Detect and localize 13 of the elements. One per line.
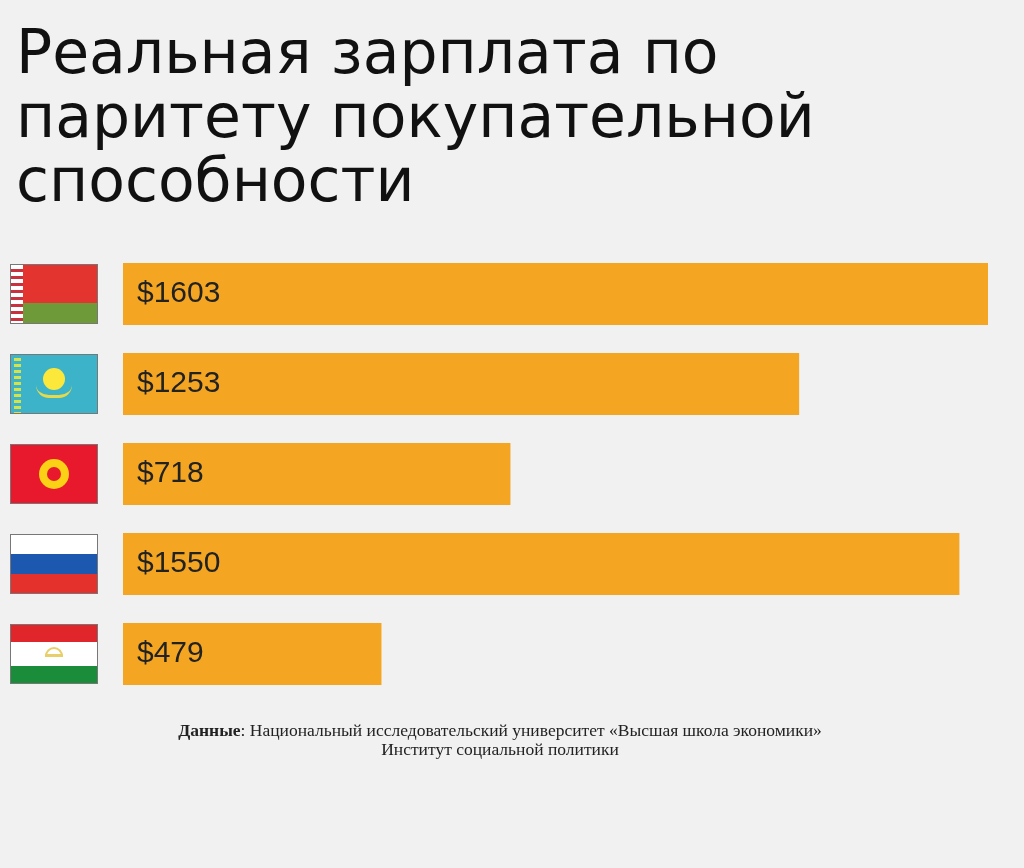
data-label: $1603: [137, 275, 221, 309]
data-label: $718: [137, 455, 204, 489]
data-label: $479: [137, 635, 204, 669]
chart-title: Реальная зарплата по паритету покупательной способности: [16, 17, 816, 215]
text: Данные: Национальный исследовательский университет «Высшая школа экономики»: [177, 720, 823, 740]
bar: [123, 532, 960, 596]
data-label: $1253: [137, 365, 221, 399]
text: Институт социальной политики: [381, 739, 620, 759]
bar: [123, 352, 800, 416]
bar: [123, 262, 988, 326]
data-label: $1550: [137, 545, 221, 579]
bar: [123, 442, 511, 506]
bar: [123, 622, 382, 686]
